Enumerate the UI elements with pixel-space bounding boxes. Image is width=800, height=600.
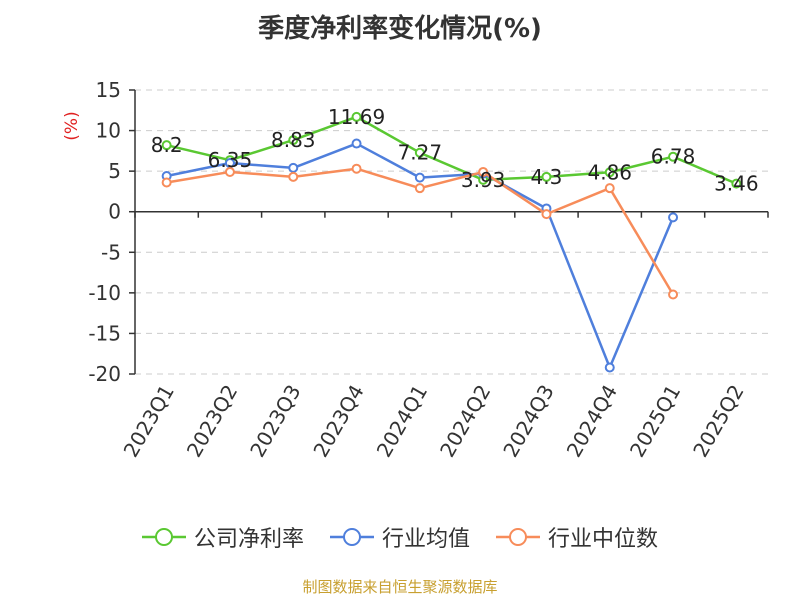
- y-tick-label: 5: [108, 159, 121, 183]
- data-point: [288, 135, 299, 146]
- y-tick-label: -15: [88, 321, 121, 345]
- legend-swatch-icon: [141, 528, 186, 546]
- data-label: 4.86: [587, 160, 632, 184]
- legend-label: 行业中位数: [548, 527, 659, 552]
- legend-label: 行业均值: [381, 527, 470, 552]
- legend-item[interactable]: 行业均值: [329, 521, 470, 553]
- series-line: [166, 115, 737, 185]
- data-point: [604, 183, 615, 194]
- data-point: [541, 171, 552, 182]
- data-point: [351, 163, 362, 174]
- data-label: 8.83: [271, 128, 316, 152]
- y-tick-label: -20: [88, 362, 121, 386]
- data-label: 3.93: [461, 168, 506, 192]
- x-tick-label: 2024Q2: [435, 381, 495, 462]
- x-tick-label: 2023Q2: [182, 381, 242, 462]
- x-tick-label: 2025Q1: [625, 381, 685, 462]
- data-point: [288, 162, 299, 173]
- x-tick-label: 2024Q4: [562, 381, 622, 462]
- chart-title: 季度净利率变化情况(%): [258, 14, 542, 44]
- legend-item[interactable]: 行业中位数: [496, 521, 658, 553]
- y-tick-label: 0: [108, 200, 121, 224]
- data-point: [668, 151, 679, 162]
- legend-swatch-icon: [496, 528, 540, 546]
- data-point: [414, 172, 425, 183]
- data-point: [541, 209, 552, 220]
- x-tick-label: 2023Q4: [308, 381, 368, 462]
- x-tick-label: 2024Q1: [372, 381, 432, 462]
- data-point: [414, 147, 425, 158]
- y-tick-label: -10: [88, 281, 121, 305]
- data-point: [161, 177, 172, 188]
- legend-label: 公司净利率: [193, 527, 304, 552]
- legend-item[interactable]: 公司净利率: [141, 521, 304, 553]
- legend: 公司净利率 行业均值 行业中位数: [0, 520, 800, 554]
- data-point: [604, 167, 615, 178]
- y-tick-label: 15: [96, 78, 121, 102]
- x-tick-label: 2023Q3: [245, 381, 305, 462]
- label-layer: 8.2 6.35 8.83 11.69 7.27 3.93 4.3 4.86 6.78 3.46: [151, 105, 759, 196]
- data-label: 4.3: [531, 165, 563, 189]
- y-axis-label: (%): [62, 111, 82, 140]
- y-tick-label: -5: [101, 240, 121, 264]
- data-point: [668, 212, 679, 223]
- legend-swatch-icon: [329, 528, 374, 546]
- data-label: 3.46: [714, 172, 759, 196]
- data-point: [288, 171, 299, 182]
- data-point: [478, 166, 489, 177]
- data-label: 11.69: [328, 105, 385, 129]
- data-point: [414, 183, 425, 194]
- grid-layer: [135, 89, 768, 375]
- data-point: [731, 178, 742, 189]
- data-label: 6.35: [208, 148, 253, 172]
- data-point: [351, 111, 362, 122]
- data-point: [668, 289, 679, 300]
- data-point: [351, 138, 362, 149]
- data-point: [604, 362, 615, 373]
- x-tick-label: 2023Q1: [119, 381, 179, 462]
- data-point: [161, 140, 172, 151]
- x-tick-label: 2025Q2: [688, 381, 748, 462]
- x-tick-label: 2024Q3: [498, 381, 558, 462]
- series-layer: [161, 111, 742, 373]
- y-tick-label: 10: [96, 119, 121, 143]
- data-label: 6.78: [651, 145, 696, 169]
- data-label: 8.2: [151, 133, 183, 157]
- data-label: 7.27: [398, 141, 443, 165]
- source-note: 制图数据来自恒生聚源数据库: [302, 578, 498, 596]
- data-point: [224, 166, 235, 177]
